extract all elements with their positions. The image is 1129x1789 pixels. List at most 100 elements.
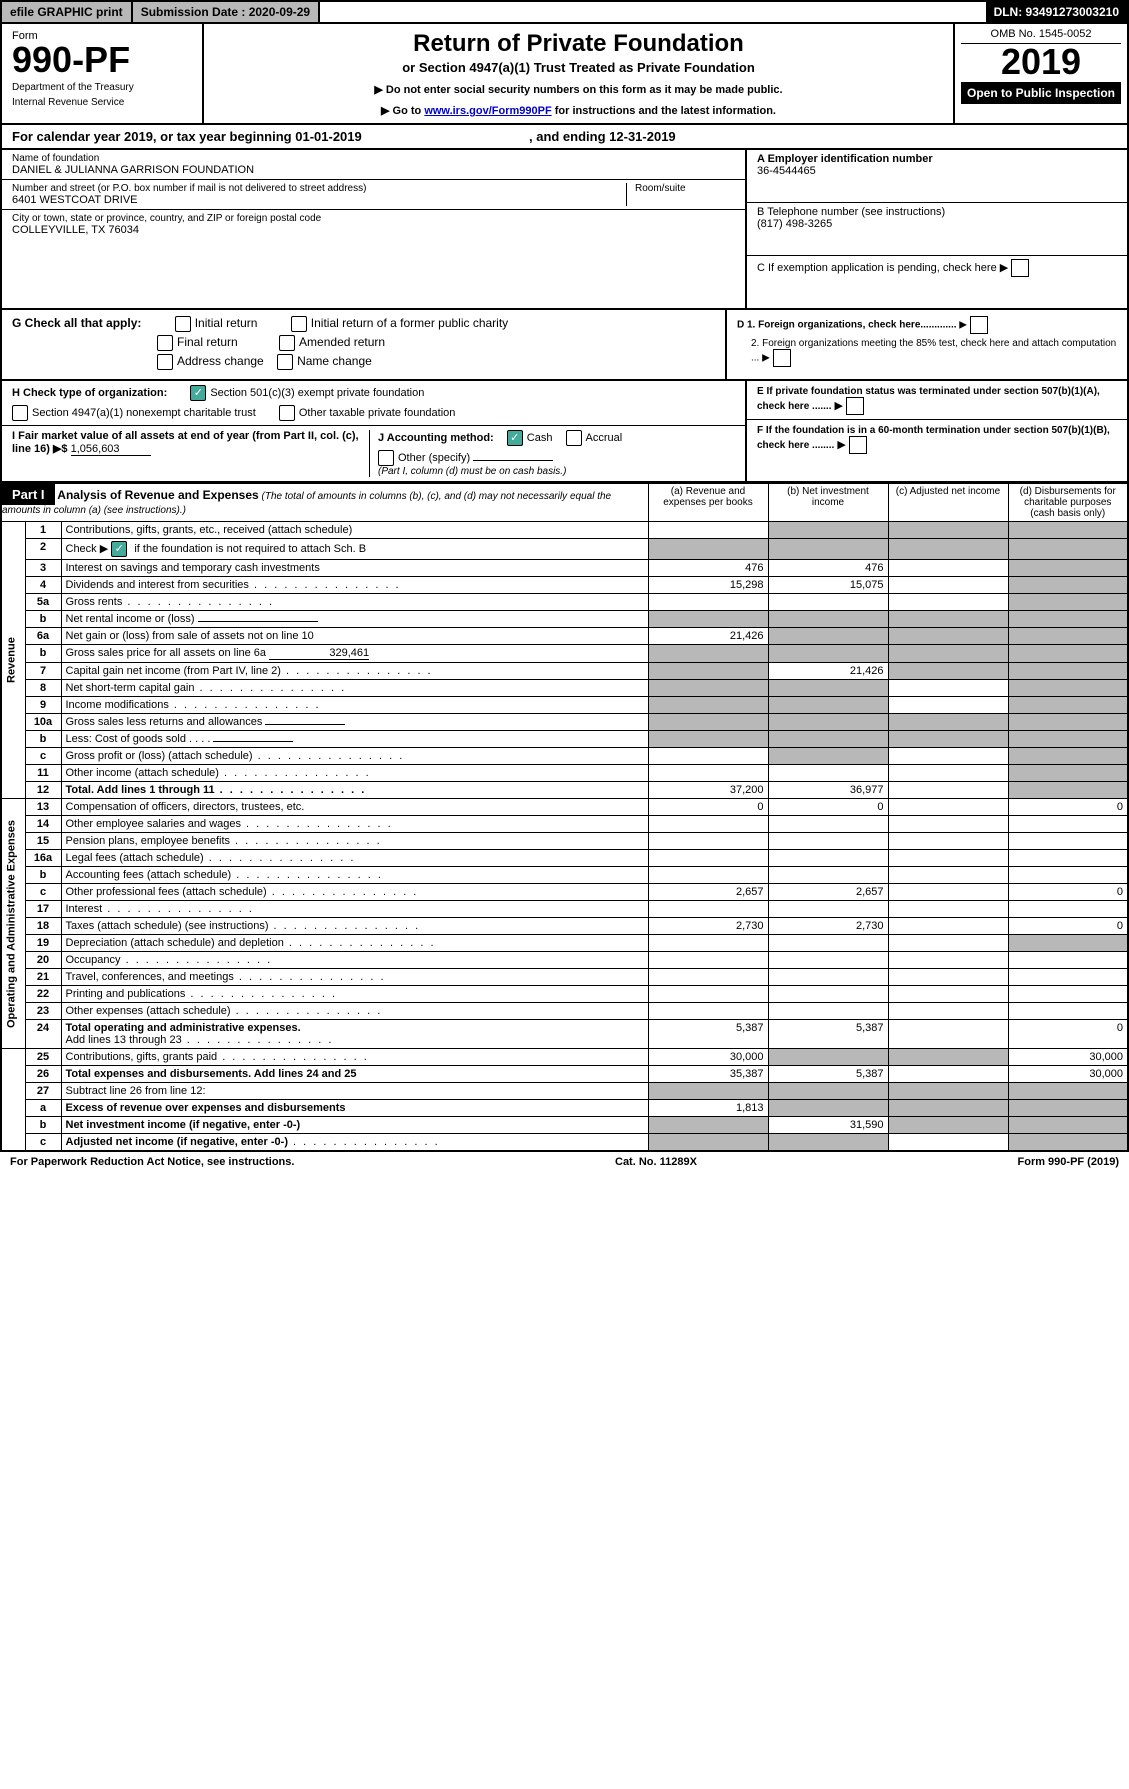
table-row: Operating and Administrative Expenses 13… (1, 799, 1128, 816)
top-bar: efile GRAPHIC print Submission Date : 20… (0, 0, 1129, 24)
cell-val: 2,730 (648, 918, 768, 935)
ein-value: 36-4544465 (757, 165, 1117, 177)
table-row: 14Other employee salaries and wages (1, 816, 1128, 833)
cell-val: 21,426 (648, 628, 768, 645)
ein-label: A Employer identification number (757, 153, 1117, 165)
chk-name-change[interactable] (277, 354, 293, 370)
row-num: 15 (25, 833, 61, 850)
exempt-checkbox[interactable] (1011, 259, 1029, 277)
d1-checkbox[interactable] (970, 316, 988, 334)
chk-sch-b[interactable] (111, 541, 127, 557)
col-a-header: (a) Revenue and expenses per books (648, 484, 768, 522)
row-num: 27 (25, 1083, 61, 1100)
table-row: Revenue 1Contributions, gifts, grants, e… (1, 522, 1128, 539)
chk-amended[interactable] (279, 335, 295, 351)
f-checkbox[interactable] (849, 436, 867, 454)
row-desc: Compensation of officers, directors, tru… (61, 799, 648, 816)
lbl-501c3: Section 501(c)(3) exempt private foundat… (210, 387, 424, 399)
inspection-label: Open to Public Inspection (961, 82, 1121, 104)
row-desc: Total. Add lines 1 through 11 (61, 782, 648, 799)
table-row: 7Capital gain net income (from Part IV, … (1, 663, 1128, 680)
chk-addr-change[interactable] (157, 354, 173, 370)
cell-val: 2,657 (648, 884, 768, 901)
j-note: (Part I, column (d) must be on cash basi… (378, 466, 735, 477)
chk-other-taxable[interactable] (279, 405, 295, 421)
cell-val: 30,000 (1008, 1049, 1128, 1066)
row-num: 8 (25, 680, 61, 697)
j-cell: J Accounting method: Cash Accrual Other … (369, 430, 735, 477)
chk-4947[interactable] (12, 405, 28, 421)
chk-501c3[interactable] (190, 385, 206, 401)
row-desc: Check ▶ if the foundation is not require… (61, 539, 648, 560)
topbar-spacer (320, 2, 985, 22)
chk-cash[interactable] (507, 430, 523, 446)
cell-val: 5,387 (768, 1020, 888, 1049)
row-desc: Other expenses (attach schedule) (61, 1003, 648, 1020)
table-row: cOther professional fees (attach schedul… (1, 884, 1128, 901)
hij-left: H Check type of organization: Section 50… (2, 381, 745, 481)
d2-checkbox[interactable] (773, 349, 791, 367)
section-d: D 1. Foreign organizations, check here..… (725, 310, 1127, 379)
row-desc: Net investment income (if negative, ente… (61, 1117, 648, 1134)
row-desc: Other income (attach schedule) (61, 765, 648, 782)
lbl-amended: Amended return (299, 335, 385, 349)
cell-val: 2,730 (768, 918, 888, 935)
row-desc: Contributions, gifts, grants paid (61, 1049, 648, 1066)
table-row: 26Total expenses and disbursements. Add … (1, 1066, 1128, 1083)
chk-other-method[interactable] (378, 450, 394, 466)
e-checkbox[interactable] (846, 397, 864, 415)
efile-label[interactable]: efile GRAPHIC print (2, 2, 133, 22)
e-row: E If private foundation status was termi… (747, 381, 1127, 420)
gross-sales-value: 329,461 (269, 647, 369, 660)
table-row: 10aGross sales less returns and allowanc… (1, 714, 1128, 731)
other-method-input[interactable] (473, 460, 553, 461)
form990pf-link[interactable]: www.irs.gov/Form990PF (424, 105, 551, 117)
d2-label: 2. Foreign organizations meeting the 85%… (751, 338, 1116, 364)
chk-final[interactable] (157, 335, 173, 351)
row-desc: Other professional fees (attach schedule… (61, 884, 648, 901)
page-footer: For Paperwork Reduction Act Notice, see … (0, 1152, 1129, 1172)
footer-catno: Cat. No. 11289X (615, 1156, 697, 1168)
row-num: 22 (25, 986, 61, 1003)
d2-row: 2. Foreign organizations meeting the 85%… (737, 338, 1117, 367)
row-desc: Net gain or (loss) from sale of assets n… (61, 628, 648, 645)
chk-initial-return[interactable] (175, 316, 191, 332)
table-row: aExcess of revenue over expenses and dis… (1, 1100, 1128, 1117)
table-row: 23Other expenses (attach schedule) (1, 1003, 1128, 1020)
row-num: b (25, 1117, 61, 1134)
table-row: 27Subtract line 26 from line 12: (1, 1083, 1128, 1100)
row-num: c (25, 884, 61, 901)
row-num: 9 (25, 697, 61, 714)
table-row: 17Interest (1, 901, 1128, 918)
row-num: 12 (25, 782, 61, 799)
j-label: J Accounting method: (378, 432, 494, 444)
dept-irs: Internal Revenue Service (12, 97, 192, 108)
table-row: 5aGross rents (1, 594, 1128, 611)
table-row: cAdjusted net income (if negative, enter… (1, 1134, 1128, 1152)
footer-formno: Form 990-PF (2019) (1018, 1156, 1119, 1168)
row-num: 26 (25, 1066, 61, 1083)
table-row: bNet rental income or (loss) (1, 611, 1128, 628)
exempt-label: C If exemption application is pending, c… (757, 262, 1008, 274)
phone-row: B Telephone number (see instructions) (8… (747, 203, 1127, 256)
table-row: 16aLegal fees (attach schedule) (1, 850, 1128, 867)
cell-val: 476 (648, 560, 768, 577)
row-desc: Accounting fees (attach schedule) (61, 867, 648, 884)
row-num: 24 (25, 1020, 61, 1049)
lbl-final: Final return (177, 335, 238, 349)
table-row: 24Total operating and administrative exp… (1, 1020, 1128, 1049)
chk-accrual[interactable] (566, 430, 582, 446)
lbl-initial: Initial return (195, 316, 258, 330)
row-num: 13 (25, 799, 61, 816)
f-row: F If the foundation is in a 60-month ter… (747, 420, 1127, 458)
chk-initial-former[interactable] (291, 316, 307, 332)
cell-val: 31,590 (768, 1117, 888, 1134)
table-row: 22Printing and publications (1, 986, 1128, 1003)
row-desc: Other employee salaries and wages (61, 816, 648, 833)
info-right: A Employer identification number 36-4544… (745, 150, 1127, 308)
row-num: 11 (25, 765, 61, 782)
row-num: b (25, 645, 61, 663)
table-row: 25Contributions, gifts, grants paid30,00… (1, 1049, 1128, 1066)
foundation-city: COLLEYVILLE, TX 76034 (12, 224, 735, 236)
table-row: 11Other income (attach schedule) (1, 765, 1128, 782)
